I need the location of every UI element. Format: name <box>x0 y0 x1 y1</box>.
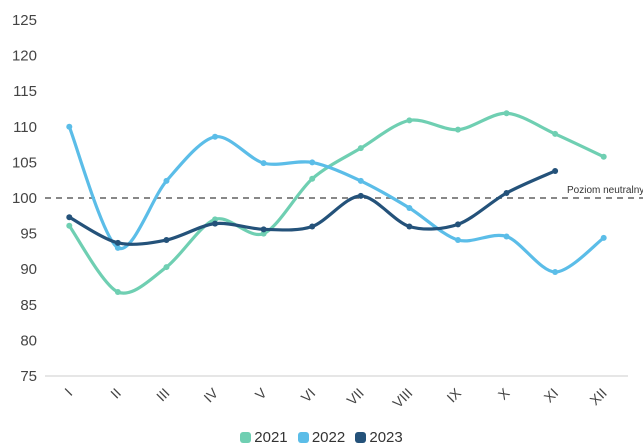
data-point[interactable] <box>406 223 413 230</box>
x-tick-label: VI <box>298 385 319 406</box>
legend-label: 2023 <box>369 429 403 446</box>
y-tick-label: 85 <box>20 297 37 314</box>
data-point[interactable] <box>600 234 607 241</box>
data-point[interactable] <box>503 110 510 117</box>
data-point[interactable] <box>66 222 73 229</box>
data-point[interactable] <box>309 175 316 182</box>
legend-label: 2022 <box>311 429 346 446</box>
y-tick-label: 75 <box>20 368 37 385</box>
x-tick-label: VIII <box>389 385 415 411</box>
legend-item-2021[interactable]: 2021 <box>240 429 288 446</box>
data-point[interactable] <box>357 177 364 184</box>
x-tick-label: I <box>61 385 75 399</box>
x-tick-label: IV <box>200 384 221 405</box>
data-point[interactable] <box>454 237 461 244</box>
y-tick-label: 90 <box>20 261 37 278</box>
y-tick-label: 115 <box>13 83 37 100</box>
data-point[interactable] <box>552 269 559 276</box>
data-point[interactable] <box>454 221 461 228</box>
x-tick-label: X <box>495 384 513 402</box>
y-tick-label: 80 <box>20 332 37 349</box>
data-point[interactable] <box>212 220 219 227</box>
series-2023 <box>66 167 559 246</box>
data-point[interactable] <box>66 214 73 221</box>
data-point[interactable] <box>309 223 316 230</box>
x-axis: I II III IV V VI VII VIII IX X XI XII <box>45 375 628 411</box>
series-group <box>66 110 607 295</box>
data-point[interactable] <box>454 126 461 133</box>
x-tick-label: II <box>107 385 124 402</box>
series-line-2021 <box>67 111 606 295</box>
series-2021 <box>66 110 607 295</box>
series-line-2022 <box>67 125 606 274</box>
x-tick-label: XI <box>541 385 562 406</box>
data-point[interactable] <box>552 167 559 174</box>
data-point[interactable] <box>260 160 267 167</box>
y-tick-label: 95 <box>20 226 37 243</box>
legend-swatch <box>240 432 252 443</box>
data-point[interactable] <box>406 204 413 211</box>
data-point[interactable] <box>260 226 267 233</box>
y-tick-label: 100 <box>12 190 37 207</box>
y-tick-label: 105 <box>12 154 37 171</box>
reference-line-label: Poziom neutralny <box>567 185 643 196</box>
legend-label: 2021 <box>254 429 288 446</box>
x-tick-label: IX <box>443 384 464 405</box>
data-point[interactable] <box>163 264 170 271</box>
data-point[interactable] <box>260 230 267 237</box>
legend-item-2023[interactable]: 2023 <box>355 429 403 446</box>
series-2022 <box>66 123 607 276</box>
data-point[interactable] <box>114 288 121 295</box>
data-point[interactable] <box>163 177 170 184</box>
x-tick-label: V <box>252 384 270 402</box>
series-line-2023 <box>67 169 557 246</box>
data-point[interactable] <box>552 130 559 137</box>
data-point[interactable] <box>163 237 170 244</box>
data-point[interactable] <box>600 153 607 160</box>
x-tick-label: III <box>153 385 173 405</box>
legend-item-2022[interactable]: 2022 <box>297 429 346 446</box>
legend: 2021 2022 2023 <box>0 429 643 446</box>
data-point[interactable] <box>357 192 364 199</box>
legend-swatch <box>297 432 309 443</box>
y-axis: 75 80 85 90 95 100 105 110 115 120 125 <box>12 12 37 385</box>
legend-swatch <box>355 432 367 443</box>
reference-line-group: Poziom neutralny <box>45 185 643 199</box>
y-tick-label: 110 <box>13 119 37 136</box>
data-point[interactable] <box>212 133 219 140</box>
data-point[interactable] <box>503 190 510 197</box>
x-tick-label: VII <box>343 385 366 408</box>
x-tick-label: XII <box>586 385 609 408</box>
y-tick-label: 125 <box>12 12 37 29</box>
data-point[interactable] <box>357 145 364 152</box>
data-point[interactable] <box>212 216 219 223</box>
data-point[interactable] <box>66 123 73 130</box>
data-point[interactable] <box>309 159 316 166</box>
data-point[interactable] <box>114 244 121 251</box>
y-tick-label: 120 <box>12 48 37 65</box>
data-point[interactable] <box>406 117 413 124</box>
data-point[interactable] <box>503 233 510 240</box>
data-point[interactable] <box>114 239 121 246</box>
